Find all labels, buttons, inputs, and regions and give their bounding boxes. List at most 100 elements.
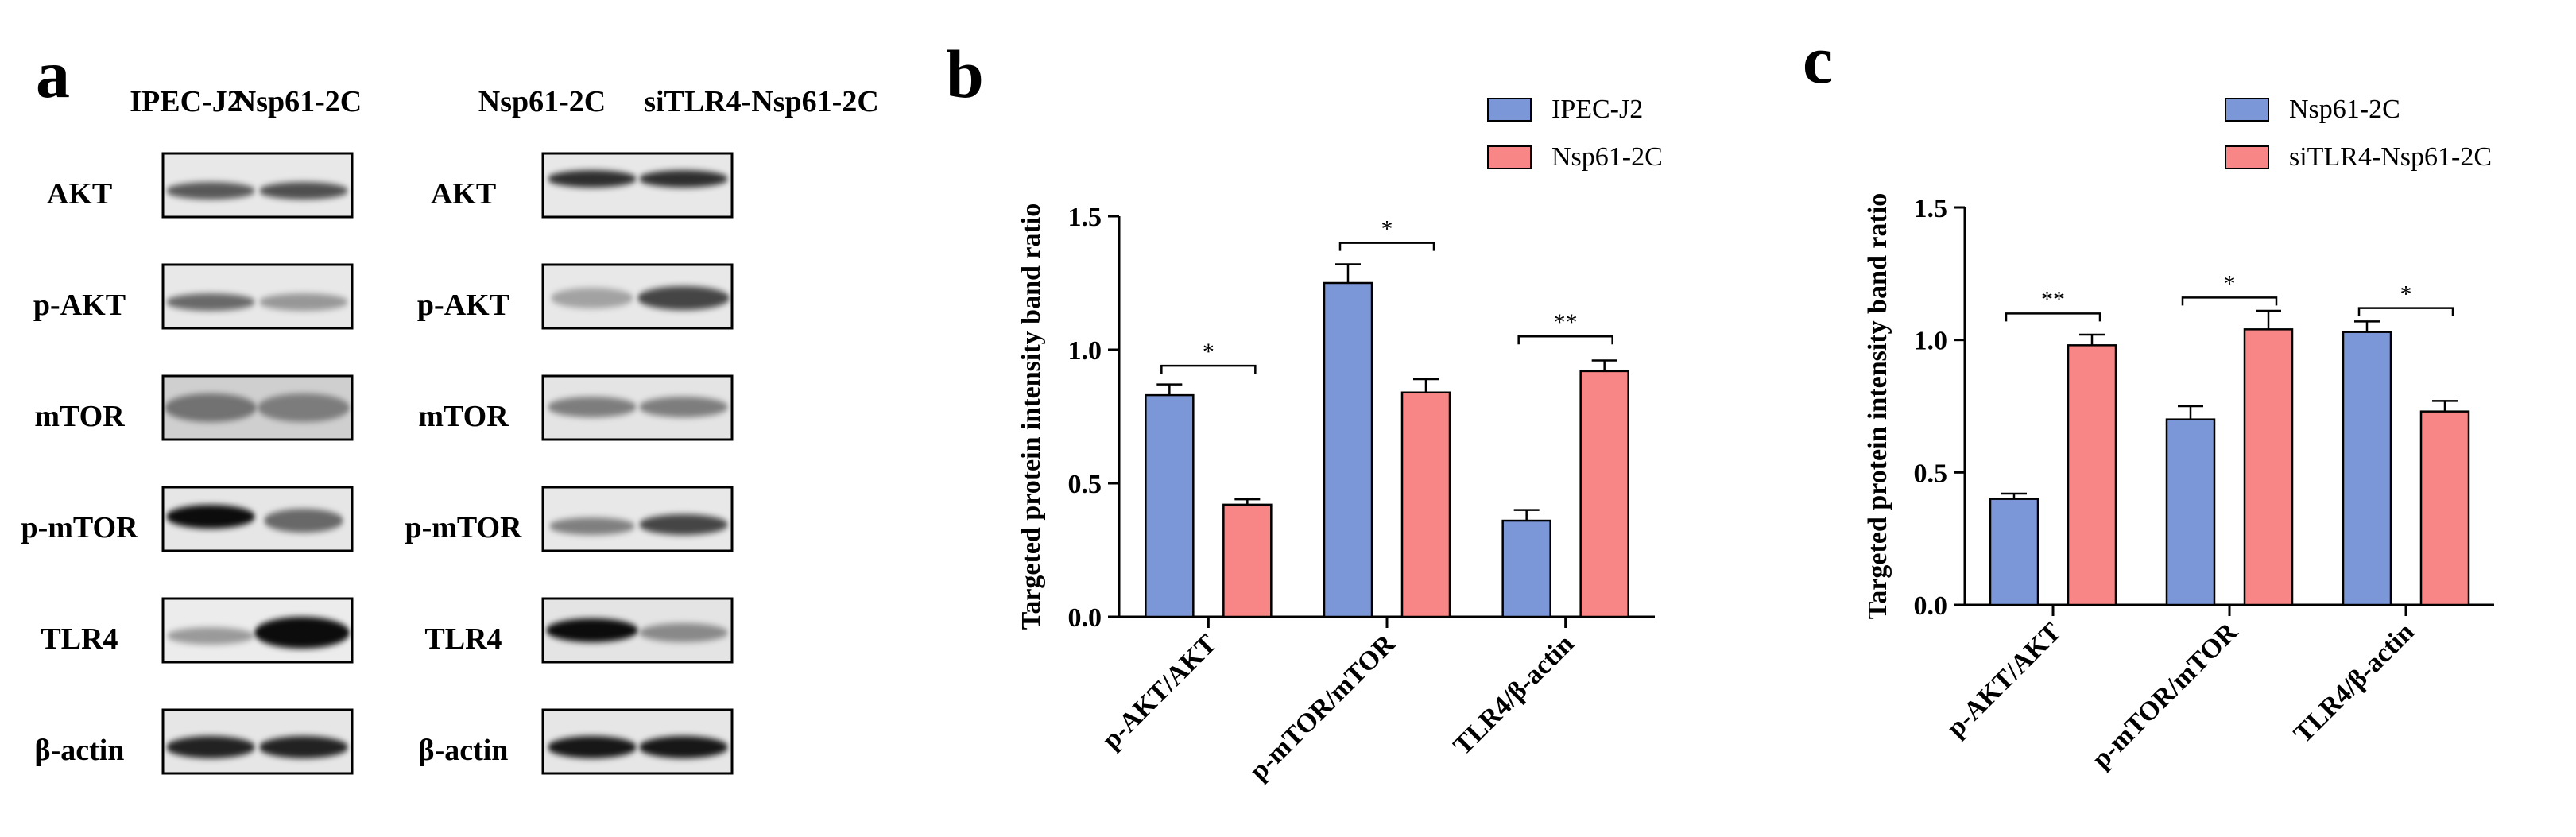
y-tick-label: 1.5 [1914, 194, 1948, 223]
panel-a: a IPEC-J2 Nsp61-2C AKT p-AKT mTOR [21, 36, 879, 775]
blot-right-row-label: mTOR [418, 400, 509, 433]
y-tick-label: 1.0 [1068, 336, 1102, 366]
bar [2419, 410, 2470, 606]
significance-label: ** [1554, 309, 1578, 335]
blot-left-band [259, 736, 348, 758]
blot-right-lane-2: siTLR4-Nsp61-2C [644, 85, 879, 118]
bar [1323, 281, 1373, 618]
x-tick-label: TLR4/β-actin [1448, 629, 1580, 761]
blot-left-row-label: AKT [47, 177, 112, 211]
x-tick-label: p-AKT/AKT [1097, 629, 1223, 755]
legend-label: Nsp61-2C [1551, 142, 1663, 172]
blot-left: IPEC-J2 Nsp61-2C AKT p-AKT mTOR [21, 85, 362, 775]
blot-left-band [259, 293, 348, 311]
blot-left-band [264, 509, 343, 533]
bar [1989, 498, 2039, 606]
legend-label: Nsp61-2C [2289, 95, 2400, 124]
blot-right-band [639, 514, 728, 535]
bar [2243, 328, 2294, 606]
y-axis-label: Targeted protein intensity band ratio [1863, 193, 1892, 619]
legend-swatch [1487, 98, 1532, 122]
blot-right-lane-1: Nsp61-2C [478, 85, 606, 118]
blot-right-band [548, 170, 637, 188]
significance-bracket [2005, 312, 2101, 322]
blot-right-band [548, 397, 637, 417]
blot-left-row-label: p-AKT [33, 289, 126, 322]
significance-label: * [2224, 270, 2236, 296]
bar [2067, 344, 2117, 606]
blot-right-band [551, 288, 633, 308]
significance-bracket [1517, 335, 1613, 345]
y-tick-label: 0.0 [1068, 603, 1102, 633]
bar [1501, 519, 1551, 618]
blot-left-row-3: p-mTOR [21, 486, 354, 552]
blot-right-row-label: β-actin [419, 734, 509, 767]
blot-right-row-5: β-actin [419, 708, 734, 775]
chart-c: c 0.0 0.5 1.0 1.5 Targeted protein intensity … [1803, 21, 2494, 774]
blot-right-band [639, 397, 728, 417]
legend-label: IPEC-J2 [1551, 95, 1643, 124]
x-tick-label: TLR4/β-actin [2288, 617, 2420, 749]
blot-left-band [165, 393, 257, 422]
significance-bracket [1160, 364, 1257, 374]
y-tick-label: 0.5 [1068, 470, 1102, 499]
blot-right-row-0: AKT [431, 152, 734, 219]
y-tick-label: 1.5 [1068, 203, 1102, 232]
blot-left-band [166, 182, 255, 200]
x-tick-label: p-AKT/AKT [1941, 617, 2067, 743]
legend-swatch [2225, 98, 2269, 122]
blot-left-row-4: TLR4 [41, 597, 354, 664]
x-tick-label: p-mTOR/mTOR [1244, 629, 1401, 786]
chart-b: b 0.0 0.5 1.0 1.5 Targeted protein intensity … [946, 36, 1663, 786]
blot-right-row-label: TLR4 [424, 622, 502, 656]
significance-bracket [2357, 307, 2454, 316]
bar [2342, 331, 2392, 606]
blot-right: Nsp61-2C siTLR4-Nsp61-2C AKT p-AKT mTOR [405, 85, 879, 775]
y-tick-label: 0.5 [1914, 459, 1948, 488]
blot-left-row-2: mTOR [34, 374, 354, 441]
bar [1222, 503, 1273, 618]
blot-left-row-label: mTOR [34, 400, 125, 433]
significance-bracket [1338, 242, 1435, 251]
blot-left-band [259, 182, 348, 200]
x-tick-label: p-mTOR/mTOR [2086, 617, 2244, 774]
panel-letter: c [1803, 21, 1833, 98]
blot-left-band [254, 617, 350, 649]
blot-right-band [639, 623, 728, 642]
panel-a-letter: a [36, 36, 70, 112]
blot-right-row-label: AKT [431, 177, 496, 211]
y-axis-label: Targeted protein intensity band ratio [1017, 203, 1046, 630]
blot-left-lane-1: IPEC-J2 [130, 85, 242, 118]
legend-swatch [2225, 145, 2269, 169]
y-tick-label: 0.0 [1914, 591, 1948, 621]
bar [1145, 393, 1195, 618]
blot-left-row-label: β-actin [35, 734, 125, 767]
blot-right-row-label: p-AKT [417, 289, 509, 322]
blot-right-row-2: mTOR [418, 374, 734, 441]
blot-right-band [549, 517, 635, 535]
blot-left-row-0: AKT [47, 152, 354, 219]
bar [1579, 370, 1629, 618]
significance-bracket [2181, 296, 2278, 306]
significance-label: ** [2041, 286, 2065, 312]
blot-left-row-1: p-AKT [33, 263, 354, 330]
panel-letter: b [946, 36, 984, 112]
blot-left-band [166, 505, 255, 529]
blot-left-band [166, 736, 255, 758]
blot-left-row-5: β-actin [35, 708, 354, 775]
significance-label: * [2400, 281, 2412, 308]
blot-right-band [546, 618, 638, 642]
blot-left-band [166, 293, 255, 311]
legend-label: siTLR4-Nsp61-2C [2289, 142, 2492, 172]
y-tick-label: 1.0 [1914, 327, 1948, 356]
blot-right-band [639, 736, 728, 758]
bar [2165, 418, 2216, 606]
bar [1400, 391, 1451, 618]
blot-left-row-label: p-mTOR [21, 511, 138, 544]
blot-left-band [258, 393, 350, 422]
blot-right-band [639, 170, 728, 188]
blot-right-row-1: p-AKT [417, 263, 734, 330]
blot-right-band [637, 286, 730, 310]
blot-left-row-label: TLR4 [41, 622, 118, 656]
